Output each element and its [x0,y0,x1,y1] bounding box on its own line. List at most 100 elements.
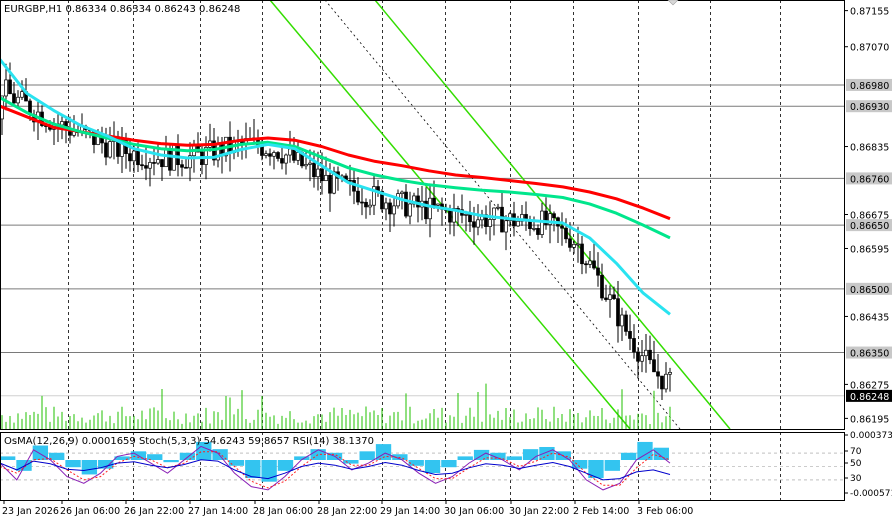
price-level-tag [846,100,892,113]
stoch-main-line [0,445,671,491]
candle-body [600,274,604,299]
candle-body [12,93,16,104]
candle-body [140,164,144,167]
candle-body [620,314,624,327]
osma-bar [637,441,653,460]
candle-body [316,168,320,178]
candle-body [652,359,656,373]
candle-body [500,206,504,233]
osma-bar [32,445,49,460]
candle-body [304,164,308,167]
oscillator-tick-label: 70 [850,447,862,457]
candle-body [536,228,540,235]
candle-body [580,243,584,265]
oscillator-tick-label: 30 [850,474,862,484]
osma-bar [212,449,228,460]
osma-bar [392,454,408,460]
osma-bar [196,441,212,460]
candle-body [428,197,432,220]
rsi-line [0,459,671,481]
stoch-signal-line [0,451,671,489]
candle-body [472,221,476,228]
time-tick-label: 29 Jan 14:00 [380,506,440,517]
candle-body [148,162,152,169]
price-tick-label: 0.87070 [850,43,889,54]
time-tick-label: 26 Jan 22:00 [124,506,184,517]
candle-body [496,206,500,209]
candle-body [656,371,660,377]
price-tick-label: 0.87155 [850,7,889,18]
candle-body [4,79,8,97]
candle-body [176,144,180,166]
osma-bar [457,456,473,460]
candle-body [408,203,412,217]
candle-body [16,96,20,104]
osma-bar [490,452,506,460]
candle-body [280,158,284,164]
osma-bar [310,449,326,460]
osma-bar [228,460,245,466]
osma-bar [539,446,555,460]
candle-body [588,260,592,265]
candle-body [404,191,408,217]
candle-body [668,371,672,375]
candle-body [324,174,328,182]
osma-bar [163,460,179,463]
candle-body [592,260,596,269]
candle-body [660,375,664,390]
candle-body [392,205,396,215]
price-axis: 0.86980 0.86930 0.86760 0.86650 0.86500 0.863… [844,7,892,425]
candle-body [372,186,376,206]
osma-bar [81,460,98,475]
candle-body [568,238,572,248]
oscillator-tick-label: 0.0003736 [850,431,892,441]
candle-body [432,197,436,206]
price-level-label: 0.86350 [850,349,889,360]
candle-body [60,121,64,126]
candle-body [604,297,608,300]
candle-body [608,294,612,300]
volume-bars [1,383,671,429]
osma-bar [98,460,114,469]
candle-body [416,195,420,208]
candle-body [152,162,156,164]
candle-body [532,228,536,230]
oscillator-tick-label: -0.000571 [850,489,892,499]
current-price-tag [846,389,892,402]
candle-body [596,267,600,276]
oscillator-axis: 0.0003736 70 50 30 -0.000571 [844,431,892,499]
candle-body [260,146,264,156]
price-level-label: 0.86500 [850,285,889,296]
candle-body [128,153,132,162]
oscillator-label: OsMA(12,26,9) 0.0001659 Stoch(5,3,3) 54.… [4,436,374,447]
osma-bar [114,456,130,460]
osma-bar [506,456,522,460]
time-axis: 23 Jan 2026 26 Jan 06:00 26 Jan 22:00 27 Ja… [2,500,693,517]
candle-body [292,148,296,161]
candle-body [452,208,456,223]
candle-body [168,148,172,171]
candle-body [180,164,184,168]
candle-body [664,373,668,390]
osma-bar [147,454,163,460]
osma-bar [65,460,81,468]
candle-body [20,91,24,98]
candle-body [156,159,160,164]
price-tick-label: 0.86595 [850,244,889,255]
chart-shift-marker-icon[interactable] [667,0,679,6]
candle-body [516,220,520,227]
time-tick-label: 26 Jan 06:00 [60,506,120,517]
candle-body [288,148,292,156]
candle-body [384,202,388,210]
candle-body [296,152,300,161]
osma-bar [441,460,457,468]
osma-bar [620,452,637,460]
candle-body [264,153,268,156]
candle-body [548,213,552,225]
osma-bar [408,460,424,466]
time-tick-label: 30 Jan 22:00 [509,506,569,517]
osma-bar [571,460,588,469]
candle-body [476,219,480,228]
